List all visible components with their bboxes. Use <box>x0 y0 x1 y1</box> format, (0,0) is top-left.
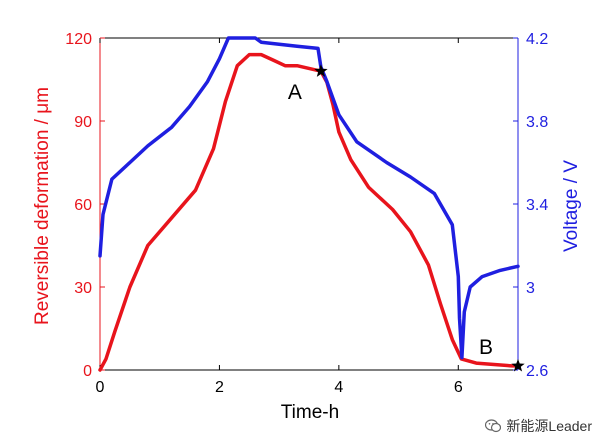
left-axis-label: Reversible deformation / μm <box>32 87 53 325</box>
plot-frame <box>99 37 519 371</box>
watermark-text: 新能源Leader <box>506 418 592 434</box>
right-tick-label: 3.4 <box>526 197 548 214</box>
voltage-series-line <box>98 36 520 360</box>
left-tick-label: 90 <box>74 114 92 131</box>
left-tick-label: 0 <box>83 363 92 380</box>
annotation-label-a: A <box>288 81 302 104</box>
left-axis-ticks: 0 30 60 90 120 <box>65 31 105 380</box>
x-axis-label: Time-h <box>281 402 339 423</box>
x-axis-ticks: 0 2 4 6 <box>96 38 463 396</box>
left-tick-label: 120 <box>65 31 92 48</box>
series-lines <box>98 36 520 372</box>
right-tick-label: 3 <box>526 280 535 297</box>
x-tick-label: 0 <box>96 379 105 396</box>
right-tick-label: 4.2 <box>526 31 548 48</box>
left-tick-label: 30 <box>74 280 92 297</box>
deformation-series-line <box>98 52 520 372</box>
right-axis-ticks: 2.6 3 3.4 3.8 4.2 <box>513 31 548 380</box>
watermark: 新能源Leader <box>485 416 592 436</box>
star-marker <box>511 358 525 372</box>
x-tick-label: 4 <box>334 379 343 396</box>
right-tick-label: 2.6 <box>526 363 548 380</box>
x-tick-label: 6 <box>454 379 463 396</box>
right-axis-label: Voltage / V <box>561 160 582 252</box>
annotations: AB <box>288 64 525 372</box>
left-tick-label: 60 <box>74 197 92 214</box>
annotation-label-b: B <box>479 336 493 359</box>
right-tick-label: 3.8 <box>526 114 548 131</box>
x-tick-label: 2 <box>215 379 224 396</box>
star-marker <box>314 64 328 77</box>
wechat-icon <box>485 419 502 433</box>
